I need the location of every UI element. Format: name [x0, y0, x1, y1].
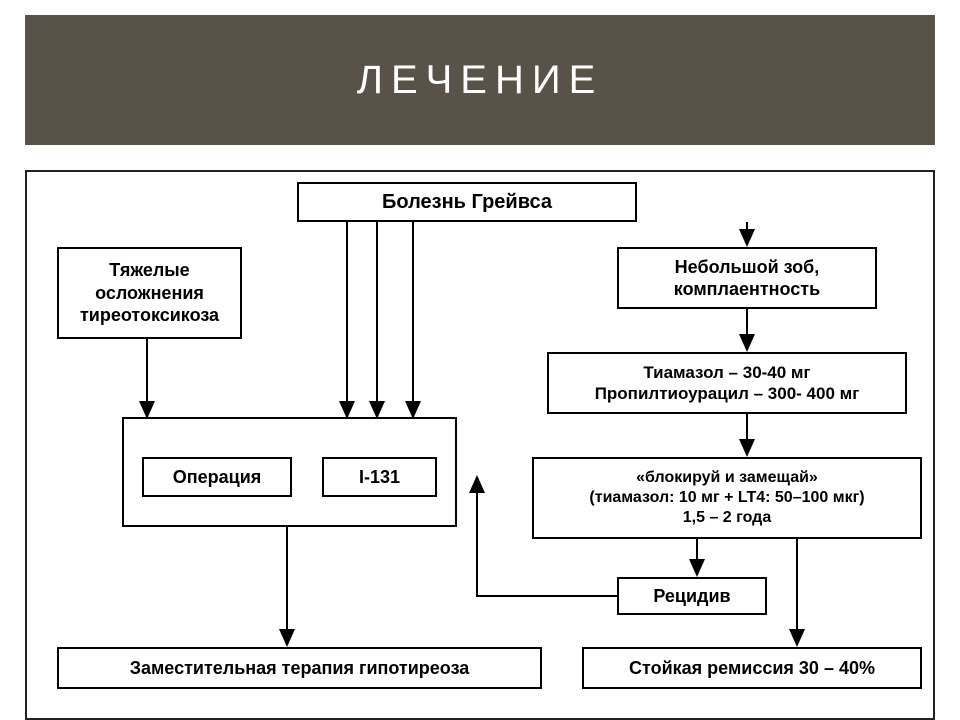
- node-block-label: «блокируй и замещай»(тиамазол: 10 мг + L…: [583, 465, 870, 531]
- slide: ЛЕЧЕНИЕ Болезнь Грейвса Тяжелыеосложнения…: [0, 0, 960, 720]
- node-i131-label: I-131: [353, 463, 406, 492]
- node-i131: I-131: [322, 457, 437, 497]
- flowchart-diagram: Болезнь Грейвса Тяжелыеосложнениятиреоток…: [25, 170, 935, 720]
- slide-title: ЛЕЧЕНИЕ: [357, 58, 604, 103]
- node-remission: Стойкая ремиссия 30 – 40%: [582, 647, 922, 689]
- node-operation: Операция: [142, 457, 292, 497]
- node-disease-label: Болезнь Грейвса: [376, 187, 558, 218]
- node-compl: Тяжелыеосложнениятиреотоксикоза: [57, 247, 242, 339]
- node-tiamazol: Тиамазол – 30-40 мгПропилтиоурацил – 300…: [547, 352, 907, 414]
- node-substit: Заместительная терапия гипотиреоза: [57, 647, 542, 689]
- node-block: «блокируй и замещай»(тиамазол: 10 мг + L…: [532, 457, 922, 539]
- node-smallgo: Небольшой зоб,комплаентность: [617, 247, 877, 309]
- node-smallgo-label: Небольшой зоб,комплаентность: [668, 253, 826, 304]
- node-disease: Болезнь Грейвса: [297, 182, 637, 222]
- title-bar: ЛЕЧЕНИЕ: [25, 15, 935, 145]
- node-tiamazol-label: Тиамазол – 30-40 мгПропилтиоурацил – 300…: [589, 359, 866, 408]
- node-recidiv: Рецидив: [617, 577, 767, 615]
- node-remission-label: Стойкая ремиссия 30 – 40%: [623, 654, 881, 683]
- node-operation-label: Операция: [167, 463, 268, 492]
- node-recidiv-label: Рецидив: [647, 582, 736, 611]
- node-substit-label: Заместительная терапия гипотиреоза: [124, 654, 476, 683]
- node-compl-label: Тяжелыеосложнениятиреотоксикоза: [74, 256, 225, 330]
